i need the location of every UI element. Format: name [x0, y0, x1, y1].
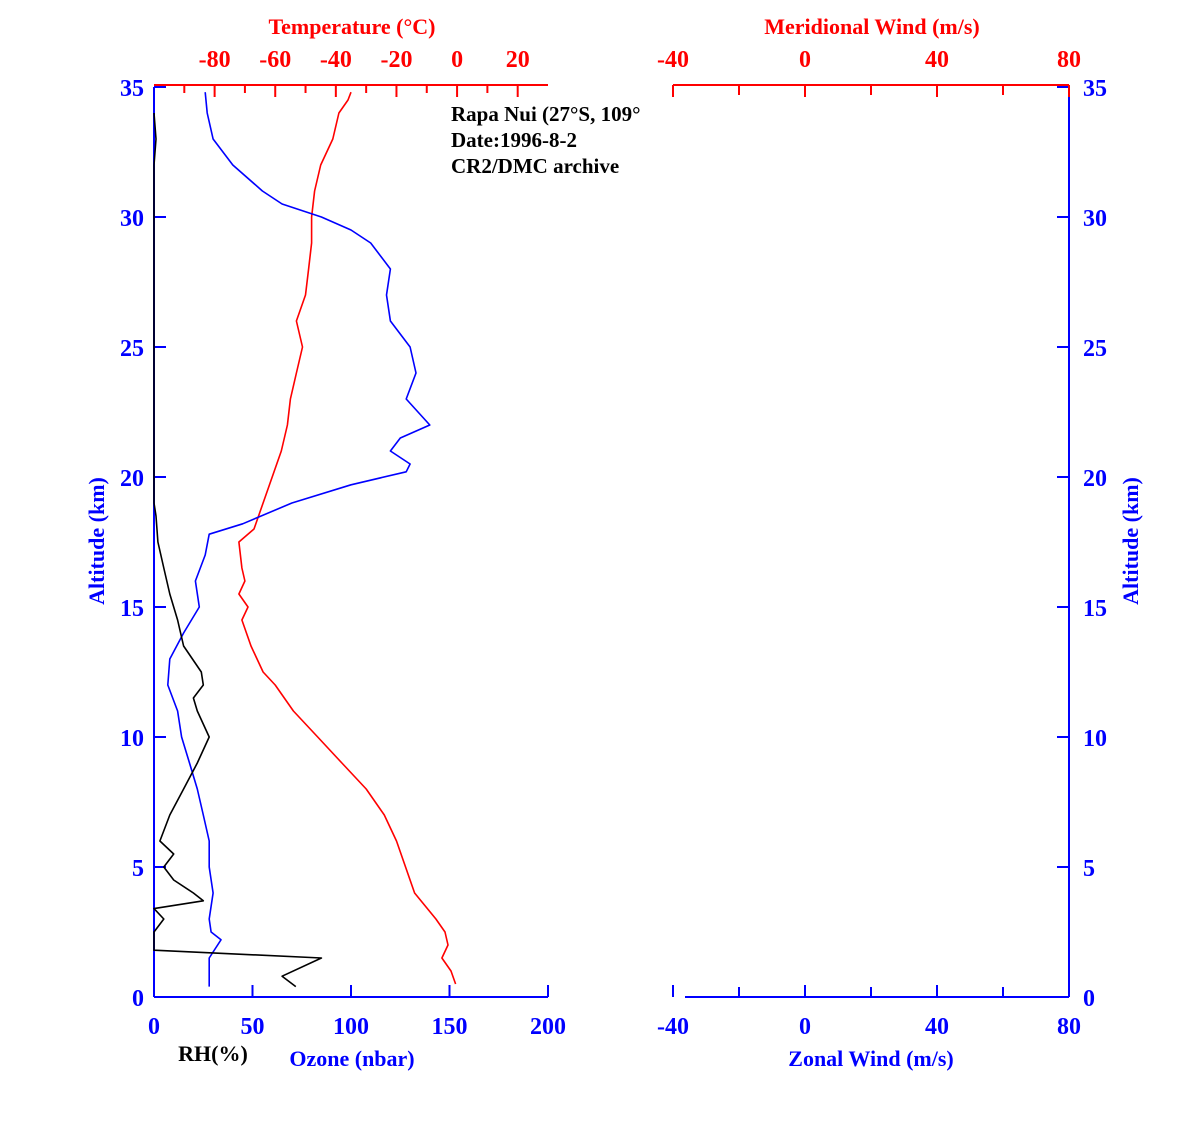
temperature-axis-label: Temperature (°C)	[268, 14, 435, 39]
right-panel: 0 5 10 15 20 25 30 35 -40 0 40 80 -40 0 40 80 Meridio…	[657, 14, 1143, 1071]
temperature-tick-label: -80	[199, 47, 231, 73]
ozone-tick-label: 100	[333, 1014, 369, 1040]
meridional-wind-axis-label: Meridional Wind (m/s)	[764, 14, 980, 39]
zonal-wind-tick-label: 80	[1057, 1014, 1081, 1040]
right-y-tick-label: 30	[1083, 206, 1107, 232]
ozone-tick-label: 0	[148, 1014, 160, 1040]
meridional-wind-tick-label: 0	[799, 47, 811, 73]
right-altitude-axis-label: Altitude (km)	[1118, 477, 1143, 605]
temperature-tick-label: 20	[506, 47, 530, 73]
ozone-line	[167, 92, 431, 987]
meridional-wind-tick-label: 80	[1057, 47, 1081, 73]
temperature-line	[238, 91, 457, 985]
left-altitude-axis-label: Altitude (km)	[84, 477, 109, 605]
left-y-tick-label: 20	[120, 466, 144, 492]
left-y-tick-label: 0	[132, 986, 144, 1012]
temperature-tick-label: -60	[259, 47, 291, 73]
zonal-wind-tick-label: 0	[799, 1014, 811, 1040]
ozone-tick-label: 200	[530, 1014, 566, 1040]
left-y-tick-label: 35	[120, 76, 144, 102]
temperature-tick-label: -20	[380, 47, 412, 73]
rh-line	[153, 112, 323, 988]
rh-axis-label: RH(%)	[178, 1041, 248, 1066]
right-y-tick-label: 20	[1083, 466, 1107, 492]
date-annotation: Date:1996-8-2	[451, 128, 577, 152]
station-annotation: Rapa Nui (27°S, 109°	[451, 102, 641, 126]
temperature-tick-label: 0	[451, 47, 463, 73]
right-y-tick-label: 35	[1083, 76, 1107, 102]
right-y-tick-label: 0	[1083, 986, 1095, 1012]
meridional-wind-tick-label: 40	[925, 47, 949, 73]
temperature-tick-label: -40	[320, 47, 352, 73]
right-y-tick-label: 10	[1083, 726, 1107, 752]
zonal-wind-tick-label: -40	[657, 1014, 689, 1040]
right-y-tick-label: 15	[1083, 596, 1107, 622]
zonal-wind-tick-label: 40	[925, 1014, 949, 1040]
zonal-wind-axis-label: Zonal Wind (m/s)	[788, 1046, 953, 1071]
left-y-tick-label: 10	[120, 726, 144, 752]
right-y-tick-label: 25	[1083, 336, 1107, 362]
right-y-tick-label: 5	[1083, 856, 1095, 882]
left-y-tick-label: 30	[120, 206, 144, 232]
archive-annotation: CR2/DMC archive	[451, 154, 619, 178]
ozone-axis-label: Ozone (nbar)	[289, 1046, 414, 1071]
left-y-tick-label: 25	[120, 336, 144, 362]
ozone-tick-label: 50	[241, 1014, 265, 1040]
meridional-wind-tick-label: -40	[657, 47, 689, 73]
left-y-tick-label: 15	[120, 596, 144, 622]
left-y-tick-label: 5	[132, 856, 144, 882]
ozone-tick-label: 150	[432, 1014, 468, 1040]
